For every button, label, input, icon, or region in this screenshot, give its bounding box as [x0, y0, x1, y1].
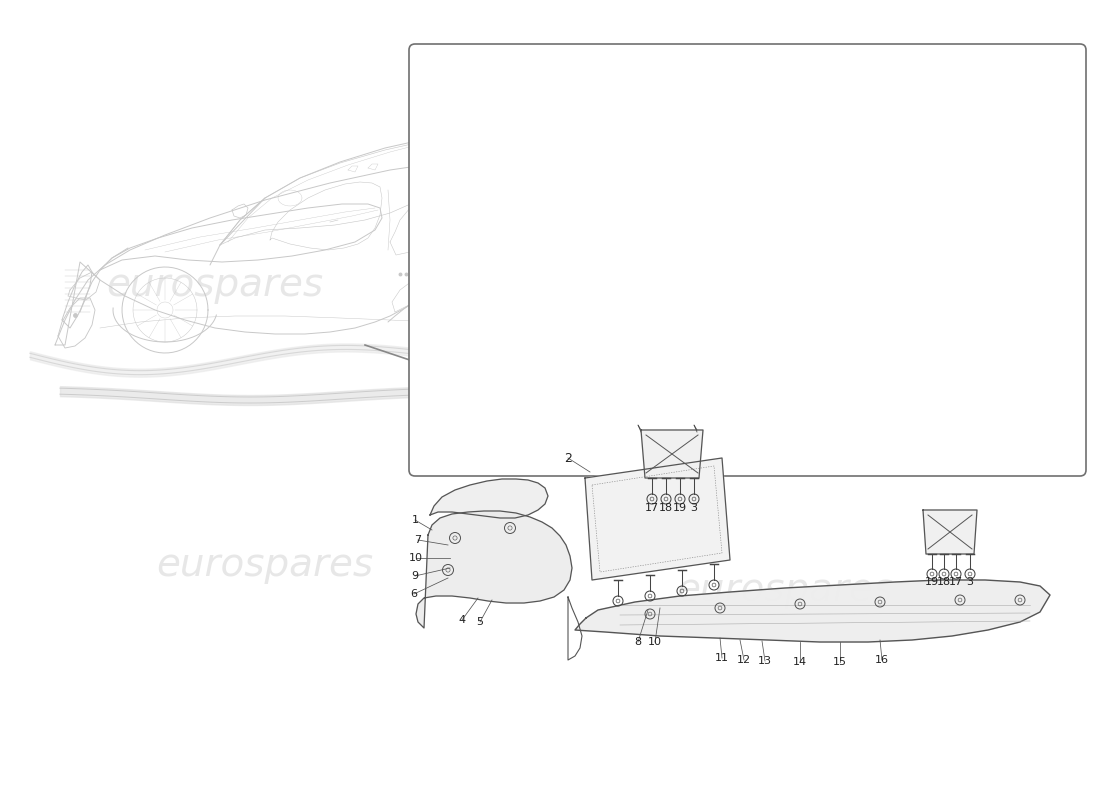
Text: 6: 6 [410, 589, 418, 599]
Text: eurospares: eurospares [661, 201, 879, 239]
Text: 2: 2 [564, 451, 572, 465]
Polygon shape [923, 510, 977, 554]
Text: 5: 5 [476, 617, 484, 627]
Text: 17: 17 [645, 503, 659, 513]
FancyBboxPatch shape [409, 44, 1086, 476]
Polygon shape [430, 479, 548, 518]
Text: 15: 15 [833, 657, 847, 667]
Text: 11: 11 [715, 653, 729, 663]
Text: 19: 19 [673, 503, 688, 513]
Text: 9: 9 [411, 571, 419, 581]
Text: 18: 18 [659, 503, 673, 513]
Text: 3: 3 [967, 577, 974, 587]
Text: 3: 3 [691, 503, 697, 513]
Text: 19: 19 [925, 577, 939, 587]
Polygon shape [416, 511, 572, 628]
Text: 7: 7 [415, 535, 421, 545]
Text: 12: 12 [737, 655, 751, 665]
Polygon shape [585, 458, 730, 580]
Text: 16: 16 [874, 655, 889, 665]
Text: 18: 18 [937, 577, 952, 587]
Text: eurospares: eurospares [156, 546, 374, 584]
Text: 17: 17 [949, 577, 964, 587]
Text: 14: 14 [793, 657, 807, 667]
Text: eurospares: eurospares [107, 266, 323, 304]
Text: 10: 10 [409, 553, 424, 563]
Text: eurospares: eurospares [676, 571, 893, 609]
Text: 1: 1 [411, 515, 418, 525]
Polygon shape [641, 430, 703, 478]
Text: 10: 10 [648, 637, 662, 647]
Text: 4: 4 [459, 615, 465, 625]
Text: 8: 8 [635, 637, 641, 647]
Text: 13: 13 [758, 656, 772, 666]
Polygon shape [575, 580, 1050, 642]
